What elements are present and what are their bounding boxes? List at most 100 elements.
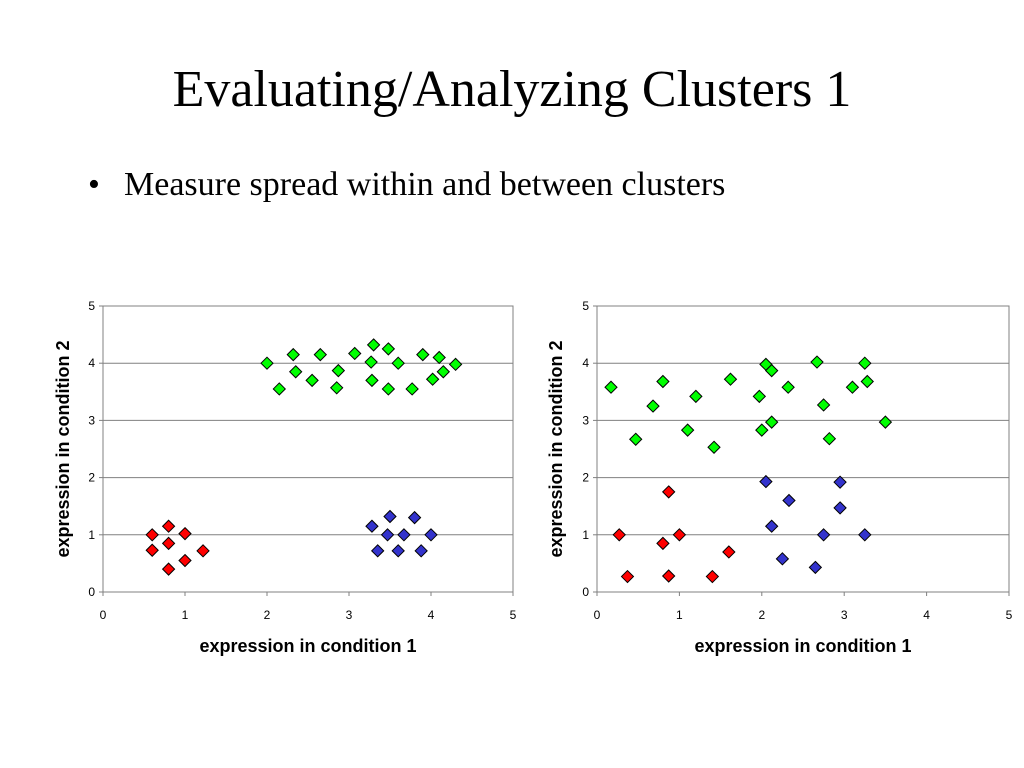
data-point-right-s2-7 <box>833 501 847 515</box>
data-point-left-s2-0 <box>365 519 379 533</box>
data-point-left-s1-9 <box>364 355 378 369</box>
data-point-right-s2-3 <box>782 493 796 508</box>
data-point-left-s0-5 <box>196 544 210 558</box>
data-point-left-s1-16 <box>416 347 430 362</box>
plot-area-left <box>102 305 514 593</box>
data-point-right-s0-3 <box>661 485 676 499</box>
data-point-right-s0-2 <box>656 536 670 551</box>
data-point-left-s2-4 <box>391 544 405 558</box>
data-point-left-s1-14 <box>391 356 405 370</box>
y-tick-label-left-0: 0 <box>88 585 95 599</box>
data-point-right-s1-15 <box>816 398 831 412</box>
x-tick-label-right-2: 2 <box>758 608 765 622</box>
bullet-marker: • <box>88 166 100 203</box>
plot-area-right <box>596 305 1010 593</box>
data-point-left-s0-3 <box>145 543 159 557</box>
data-point-right-s2-6 <box>833 475 847 489</box>
data-point-right-s1-1 <box>629 432 643 446</box>
data-point-right-s2-5 <box>816 528 831 542</box>
x-tick-label-right-0: 0 <box>594 608 601 622</box>
data-point-left-s1-2 <box>286 347 300 362</box>
grid-lines-left <box>99 305 514 596</box>
data-point-right-s1-19 <box>860 374 874 389</box>
y-tick-label-right-1: 1 <box>582 528 589 542</box>
bullet-item: • Measure spread within and between clus… <box>88 164 725 206</box>
y-tick-label-left-2: 2 <box>88 471 95 485</box>
x-tick-labels-left: 0 1 2 3 4 5 <box>100 608 517 622</box>
data-point-left-s2-6 <box>407 510 422 525</box>
data-point-left-s1-12 <box>381 342 396 356</box>
data-point-right-s1-9 <box>755 423 769 437</box>
data-point-left-s1-15 <box>405 382 419 396</box>
data-point-right-s2-8 <box>858 528 872 542</box>
data-point-right-s0-5 <box>672 528 687 542</box>
data-point-left-s0-0 <box>145 528 159 542</box>
y-tick-label-left-4: 4 <box>88 356 95 370</box>
data-point-right-s1-16 <box>822 431 837 446</box>
data-point-right-s1-0 <box>604 380 618 394</box>
data-point-right-s1-14 <box>810 355 824 369</box>
x-axis-label-right: expression in condition 1 <box>694 636 911 656</box>
data-point-left-s2-2 <box>380 528 395 542</box>
data-point-left-s1-1 <box>272 382 287 396</box>
data-point-left-s0-6 <box>178 553 192 568</box>
data-point-right-s1-13 <box>781 380 795 394</box>
x-tick-label-left-4: 4 <box>428 608 435 622</box>
data-point-left-s1-6 <box>329 381 344 395</box>
data-point-left-s1-8 <box>348 346 362 361</box>
data-points-left <box>145 338 463 576</box>
y-tick-label-left-1: 1 <box>88 528 95 542</box>
y-axis-label-left: expression in condition 2 <box>53 340 73 557</box>
data-point-right-s0-1 <box>620 569 635 584</box>
data-point-left-s2-8 <box>424 528 438 542</box>
data-point-left-s1-11 <box>366 338 381 352</box>
x-tick-label-left-5: 5 <box>510 608 517 622</box>
data-point-left-s2-1 <box>370 544 385 558</box>
data-point-right-s2-0 <box>759 474 773 489</box>
bullet-text: Measure spread within and between cluste… <box>124 166 726 203</box>
data-point-left-s0-2 <box>178 526 192 541</box>
data-point-right-s1-2 <box>646 399 660 413</box>
x-tick-label-left-2: 2 <box>264 608 271 622</box>
y-axis-label-right: expression in condition 2 <box>546 340 566 557</box>
x-tick-label-right-5: 5 <box>1006 608 1013 622</box>
data-point-left-s1-3 <box>288 365 303 379</box>
data-point-right-s1-7 <box>723 372 738 386</box>
data-point-left-s2-3 <box>383 509 397 524</box>
grid-lines-right <box>593 305 1010 596</box>
y-tick-label-left-5: 5 <box>88 299 95 313</box>
y-tick-label-right-3: 3 <box>582 413 589 427</box>
x-tick-label-right-1: 1 <box>676 608 683 622</box>
data-point-left-s1-19 <box>436 365 451 379</box>
data-point-left-s1-0 <box>260 356 274 370</box>
data-point-left-s1-13 <box>381 382 396 396</box>
data-point-left-s2-7 <box>414 544 428 558</box>
y-tick-label-right-2: 2 <box>582 471 589 485</box>
data-point-left-s1-7 <box>331 363 346 378</box>
data-point-left-s1-10 <box>365 373 379 388</box>
data-point-right-s0-0 <box>612 528 626 542</box>
y-tick-labels-left: 0 1 2 3 4 5 <box>88 299 95 599</box>
y-tick-label-right-5: 5 <box>582 299 589 313</box>
data-point-right-s0-6 <box>705 569 720 584</box>
data-point-right-s1-18 <box>858 356 872 370</box>
data-point-left-s0-4 <box>161 536 176 551</box>
data-point-left-s1-18 <box>432 350 446 365</box>
y-tick-label-right-0: 0 <box>582 585 589 599</box>
x-tick-label-right-4: 4 <box>923 608 930 622</box>
data-point-left-s1-17 <box>425 372 440 386</box>
y-tick-labels-right: 0 1 2 3 4 5 <box>582 299 589 599</box>
x-tick-label-right-3: 3 <box>841 608 848 622</box>
x-axis-label-left: expression in condition 1 <box>199 636 416 656</box>
data-point-right-s1-11 <box>764 363 779 378</box>
data-point-right-s1-12 <box>764 415 779 429</box>
data-point-right-s0-7 <box>722 545 736 559</box>
data-point-left-s2-5 <box>397 528 411 542</box>
data-point-left-s0-7 <box>161 562 176 576</box>
data-point-right-s2-2 <box>775 552 790 566</box>
data-points-right <box>604 355 893 584</box>
data-point-right-s1-6 <box>707 440 721 454</box>
